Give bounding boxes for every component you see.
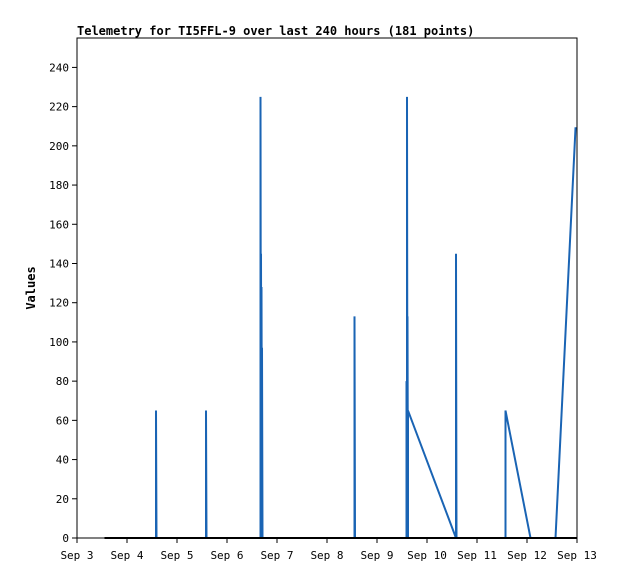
series-line-0 <box>155 96 577 539</box>
x-tick-label: Sep 8 <box>310 549 343 562</box>
x-tick-label: Sep 5 <box>160 549 193 562</box>
y-tick-label: 200 <box>49 140 69 153</box>
x-tick-label: Sep 12 <box>507 549 547 562</box>
y-tick-label: 220 <box>49 101 69 114</box>
x-tick-label: Sep 11 <box>457 549 497 562</box>
x-tick-label: Sep 3 <box>60 549 93 562</box>
y-tick-label: 40 <box>56 454 69 467</box>
x-tick-label: Sep 7 <box>260 549 293 562</box>
y-tick-label: 80 <box>56 375 69 388</box>
plot-frame <box>76 37 578 539</box>
x-tick-label: Sep 10 <box>407 549 447 562</box>
y-tick-label: 120 <box>49 297 69 310</box>
y-tick-label: 240 <box>49 61 69 74</box>
y-tick-label: 160 <box>49 218 69 231</box>
y-tick-label: 140 <box>49 257 69 270</box>
x-axis: Sep 3 Sep 4 Sep 5 Sep 6 Sep 7 Sep 8 Sep 9 Sep 1… <box>60 538 597 562</box>
x-tick-label: Sep 9 <box>360 549 393 562</box>
y-tick-label: 100 <box>49 336 69 349</box>
x-tick-label: Sep 4 <box>110 549 143 562</box>
y-tick-label: 20 <box>56 493 69 506</box>
y-tick-label: 60 <box>56 414 69 427</box>
series-layer <box>104 96 577 539</box>
x-tick-label: Sep 13 <box>557 549 597 562</box>
y-tick-label: 180 <box>49 179 69 192</box>
y-tick-label: 0 <box>62 532 69 545</box>
x-tick-label: Sep 6 <box>210 549 243 562</box>
chart-title: Telemetry for TI5FFL-9 over last 240 hou… <box>77 24 474 38</box>
y-axis: 0 20 40 60 80 100 120 140 160 180 200 220 240 <box>49 61 77 545</box>
y-axis-label: Values <box>24 266 38 309</box>
